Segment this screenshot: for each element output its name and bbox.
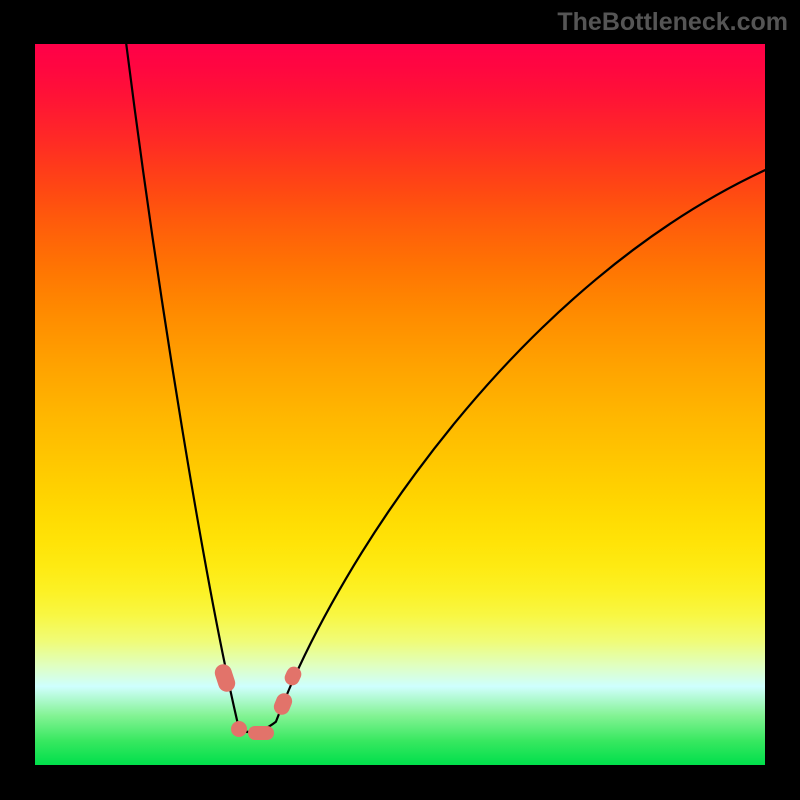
curve-marker-4 <box>282 664 303 687</box>
curve-marker-3 <box>272 691 295 717</box>
curve-marker-2 <box>248 726 274 740</box>
curve-marker-1 <box>231 721 247 737</box>
watermark-text: TheBottleneck.com <box>557 8 788 37</box>
curve-markers-group <box>35 44 765 765</box>
plot-area <box>35 44 765 765</box>
chart-frame: TheBottleneck.com <box>0 0 800 800</box>
curve-marker-0 <box>212 663 237 695</box>
